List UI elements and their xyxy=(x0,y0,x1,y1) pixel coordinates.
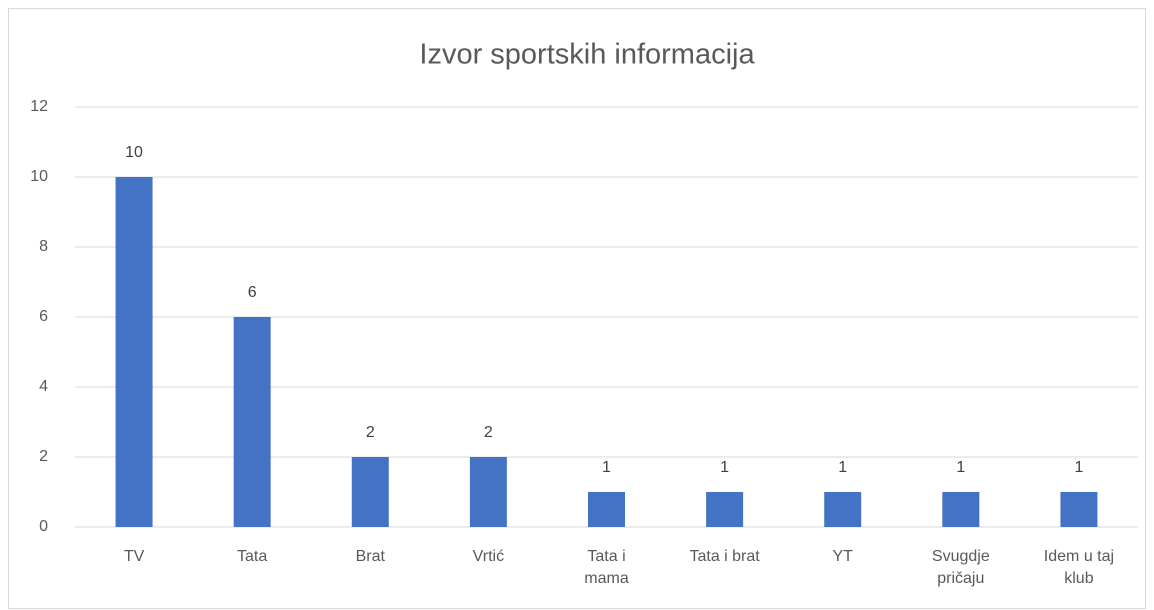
y-tick-label: 0 xyxy=(39,518,48,535)
bar xyxy=(351,457,389,527)
data-label: 1 xyxy=(720,459,729,476)
y-tick-label: 6 xyxy=(39,308,48,325)
bar xyxy=(469,457,507,527)
bar xyxy=(233,317,271,527)
x-tick-label: Tata xyxy=(237,548,268,565)
data-label: 1 xyxy=(838,459,847,476)
y-tick-label: 12 xyxy=(30,98,48,115)
bar xyxy=(824,492,862,527)
x-tick-label: Tata i brat xyxy=(689,548,760,565)
bar xyxy=(115,177,153,527)
x-tick-label: Svugdje pričaju xyxy=(931,548,990,587)
x-tick-label: Idem u taj klub xyxy=(1043,548,1115,587)
bar xyxy=(942,492,980,527)
data-label: 2 xyxy=(366,424,375,441)
bar xyxy=(706,492,744,527)
data-label: 1 xyxy=(956,459,965,476)
x-tick-label: Brat xyxy=(355,548,385,565)
x-tick-label: TV xyxy=(123,548,145,565)
chart-title: Izvor sportskih informacija xyxy=(419,39,755,71)
data-label: 10 xyxy=(125,144,143,161)
y-tick-label: 8 xyxy=(39,238,48,255)
bar xyxy=(588,492,625,527)
data-label: 1 xyxy=(1074,459,1083,476)
x-tick-label: Tata i mama xyxy=(584,548,629,587)
data-label: 2 xyxy=(484,424,493,441)
x-tick-label: YT xyxy=(832,548,853,565)
y-tick-label: 2 xyxy=(39,448,48,465)
bar xyxy=(1060,492,1098,527)
data-label: 1 xyxy=(602,459,611,476)
x-tick-label: Vrtić xyxy=(472,548,505,565)
y-tick-label: 4 xyxy=(39,378,48,395)
y-tick-label: 10 xyxy=(30,168,48,185)
data-label: 6 xyxy=(248,284,257,301)
